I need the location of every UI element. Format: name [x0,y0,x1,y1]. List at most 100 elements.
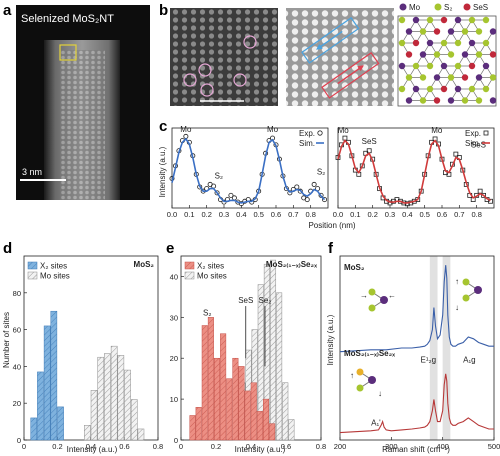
panel-b-sim-image [286,8,394,106]
legend-mo-label: Mo [409,3,421,12]
legend-label: Mo sites [197,272,227,281]
chart-title: MoS₂ [134,260,155,269]
x-tick-label: 0.8 [305,210,315,219]
x-tick-label: 0.6 [119,442,129,451]
histogram-bar [189,415,196,441]
lattice-atom [426,39,434,47]
y-tick-label: 0 [17,436,21,445]
lattice-atom [475,74,483,81]
panel-f-label: f [328,240,334,257]
data-point [297,188,303,194]
data-point [228,192,234,198]
x-tick-label: 0.1 [350,210,360,219]
legend-exp-marker [483,130,489,136]
legend-sim-label: Sim. [465,139,481,148]
d-ylabel: Number of sites [2,312,11,368]
x-tick-label: 0.2 [52,442,62,451]
x-tick-label: 0.8 [153,442,163,451]
legend-swatch [184,271,195,280]
spectrum-line [339,265,494,353]
legend-s2-label: S₂ [444,3,452,12]
lattice-atom [419,74,427,81]
x-tick-label: 300 [385,442,398,451]
panel-a-title: Selenized MoS₂NT [21,13,114,25]
y-tick-label: 0 [174,436,178,445]
lattice-atom [482,62,490,70]
chart-f: 200 300 400 500 MoS₂ MoS₂₍₁₋ₓ₎Se₂ₓ E¹₂g A₁g A₁' ←… [334,255,500,451]
lattice-atom [398,62,406,70]
panel-b-label: b [159,2,168,19]
lattice-atom [440,39,448,47]
x-tick-label: 0 [179,442,183,451]
data-point [214,190,220,196]
legend-exp-label: Exp. [299,129,315,138]
y-tick-label: 20 [13,399,21,408]
lattice-atom [468,39,476,47]
peak-annotation: Mo [338,126,350,135]
lattice-atom [447,28,455,35]
data-point [238,201,244,207]
data-point [318,192,324,198]
x-tick-label: 0.5 [419,210,429,219]
f-xlabel: Raman shift (cm⁻¹) [382,445,450,454]
series-line-sim [337,139,491,204]
peak-annotation: A₁' [371,418,381,427]
lattice-atom [461,74,469,81]
y-tick-label: 30 [170,313,178,322]
histogram-bar [30,417,38,441]
lattice-atom [405,28,413,35]
mode-a1g-atom [462,294,470,302]
lattice-atom [475,97,483,104]
histogram-bar [57,406,64,441]
x-tick-label: 0.7 [288,210,298,219]
panel-a-label: a [3,2,12,19]
lattice-atom [426,16,434,24]
axes-frame [337,127,495,209]
lattice-atom [440,85,448,93]
panel-b-lattice [397,15,497,107]
panel-e-label: e [166,240,174,257]
panel-d-label: d [3,240,12,257]
histogram-bar [250,382,257,441]
lattice-atom [454,85,462,93]
lattice-atom [454,39,462,47]
lattice-atom [461,51,469,58]
peak-annotation: S₂ [215,172,223,181]
y-tick-label: 40 [13,362,21,371]
x-tick-label: 400 [436,442,449,451]
y-tick-label: 40 [170,272,178,281]
arrow-glyph: ↓ [455,303,459,312]
x-tick-label: 0.4 [86,442,96,451]
f-ylabel: Intensity (a.u.) [326,314,335,365]
mode-a1g-atom [462,278,470,286]
histogram-bar [50,310,58,441]
lattice-atom [419,51,427,58]
histogram-bar [269,423,276,441]
lattice-atom [419,28,427,35]
lattice-atom [440,62,448,70]
spectrum-label: MoS₂ [344,263,365,272]
mode-e2g-atom [380,296,388,304]
selection-box [59,44,77,61]
legend-swatch [27,271,38,280]
x-tick-label: 0.8 [316,442,326,451]
x-tick-label: 0.7 [454,210,464,219]
x-tick-label: 0.3 [219,210,229,219]
lattice-atom [447,51,455,58]
histogram-bar [226,378,233,441]
x-tick-label: 0.1 [184,210,194,219]
legend-mo-marker [399,3,407,11]
legend-label: X₂ sites [40,262,67,271]
histogram-bar [232,357,239,441]
lattice-atom [405,97,413,104]
y-tick-label: 20 [170,354,178,363]
x-tick-label: 200 [334,442,347,451]
histogram-bar [238,366,245,441]
legend-label: Mo sites [40,272,70,281]
peak-annotation: Mo [431,126,443,135]
peak-annotation: S₂ [203,308,211,317]
e-xlabel: Intensity (a.u.) [235,445,286,454]
y-tick-label: 10 [170,395,178,404]
lattice-atom [454,62,462,70]
